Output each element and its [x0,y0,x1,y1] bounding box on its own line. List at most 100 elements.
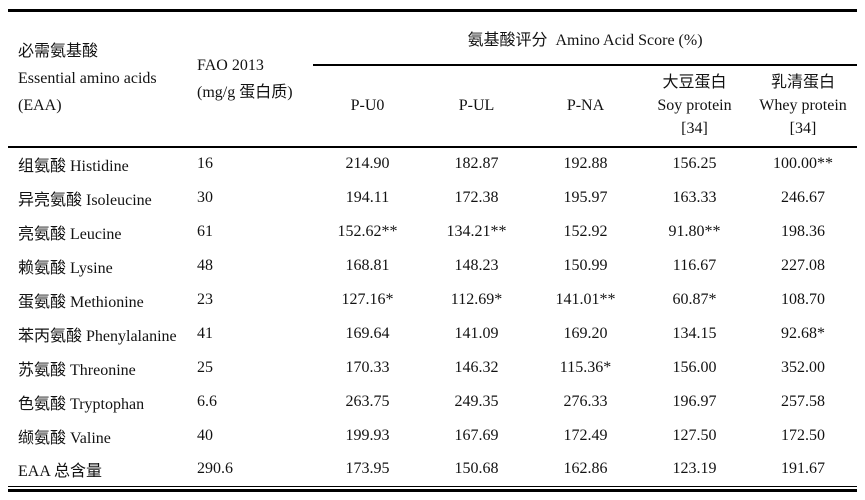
pul-score: 134.21** [446,222,507,240]
header-pna: P-NA [531,64,640,148]
table-row-threonine: 苏氨酸 Threonine 25 170.33 146.32 115.36* 1… [8,351,857,385]
fao-value: 23 [197,290,213,308]
header-eaa-line2: Essential amino acids [18,70,157,88]
pna-score: 162.86 [563,460,608,478]
whey-score: 246.67 [781,188,825,206]
pna-score: 195.97 [563,188,608,206]
header-soy-line2: Soy protein [657,97,732,114]
amino-acid-name: 赖氨酸 Lysine [18,259,113,277]
fao-value: 30 [197,188,213,206]
soy-score: 156.00 [672,358,717,376]
pul-score: 172.38 [454,188,499,206]
header-soy-line1: 大豆蛋白 [662,74,727,91]
pul-score: 249.35 [454,392,499,410]
pu0-score: 127.16* [341,290,394,308]
pul-score: 150.68 [454,460,499,478]
soy-score: 123.19 [672,460,717,478]
table-row-eaa-total: EAA 总含量 290.6 173.95 150.68 162.86 123.1… [8,453,857,487]
amino-acid-name: 缬氨酸 Valine [18,429,111,447]
header-pu0: P-U0 [313,64,422,148]
table-header: 必需氨基酸 Essential amino acids (EAA) FAO 20… [8,10,858,148]
pna-score: 192.88 [563,155,608,172]
header-row-span: 必需氨基酸 Essential amino acids (EAA) FAO 20… [8,10,858,148]
table-row-methionine: 蛋氨酸 Methionine 23 127.16* 112.69* 141.01… [8,283,857,317]
soy-score: 134.15 [672,324,717,342]
pul-score: 167.69 [454,426,499,444]
amino-acid-name: 组氨酸 Histidine [18,158,129,175]
fao-value: 48 [197,256,213,274]
header-fao-line2: (mg/g 蛋白质) [197,83,293,101]
pu0-score: 194.11 [345,188,390,206]
amino-acid-name: 亮氨酸 Leucine [18,225,122,243]
table-row-leucine: 亮氨酸 Leucine 61 152.62** 134.21** 152.92 … [8,215,857,249]
fao-value: 25 [197,358,213,376]
pna-score: 172.49 [563,426,608,444]
fao-value: 16 [197,155,213,172]
pul-score: 141.09 [454,324,499,342]
amino-acid-name: 蛋氨酸 Methionine [18,293,144,311]
amino-acid-name: 苯丙氨酸 Phenylalanine [18,327,177,345]
header-soy-ref: [34] [681,120,708,137]
table-row-valine: 缬氨酸 Valine 40 199.93 167.69 172.49 127.5… [8,419,857,453]
data-table: 必需氨基酸 Essential amino acids (EAA) FAO 20… [8,9,858,487]
header-fao-line1: FAO 2013 [197,56,264,74]
pul-score: 146.32 [454,358,499,376]
pu0-score: 214.90 [345,155,390,172]
fao-value: 290.6 [197,460,233,478]
header-eaa: 必需氨基酸 Essential amino acids (EAA) [8,10,190,148]
pu0-score: 173.95 [345,460,390,478]
header-eaa-line3: (EAA) [18,97,62,115]
pna-score: 115.36* [559,358,612,376]
amino-acid-name: 色氨酸 Tryptophan [18,395,145,413]
fao-value: 61 [197,222,213,240]
soy-score: 116.67 [672,256,717,274]
amino-acid-score-table: 必需氨基酸 Essential amino acids (EAA) FAO 20… [8,9,858,492]
whey-score: 92.68* [781,324,825,342]
pu0-score: 199.93 [345,426,390,444]
whey-score: 198.36 [781,222,825,240]
pna-score: 276.33 [563,392,608,410]
header-pul: P-UL [422,64,531,148]
whey-score: 172.50 [781,426,825,444]
whey-score: 227.08 [781,256,825,274]
header-whey-line2: Whey protein [759,97,847,114]
soy-score: 127.50 [672,426,717,444]
table-row-tryptophan: 色氨酸 Tryptophan 6.6 263.75 249.35 276.33 … [8,385,857,419]
fao-value: 6.6 [197,392,217,410]
whey-score: 108.70 [781,290,825,308]
table-row-histidine: 组氨酸 Histidine 16 214.90 182.87 192.88 15… [8,147,857,181]
pu0-score: 152.62** [337,222,398,240]
soy-score: 156.25 [672,155,717,172]
whey-score: 100.00** [773,155,833,172]
amino-acid-name: EAA 总含量 [18,463,103,481]
pna-score: 152.92 [563,222,608,240]
header-soy-protein: 大豆蛋白 Soy protein [34] [640,64,749,148]
pna-score: 141.01** [555,290,616,308]
table-row-lysine: 赖氨酸 Lysine 48 168.81 148.23 150.99 116.6… [8,249,857,283]
table-row-phenylalanine: 苯丙氨酸 Phenylalanine 41 169.64 141.09 169.… [8,317,857,351]
table-row-isoleucine: 异亮氨酸 Isoleucine 30 194.11 172.38 195.97 … [8,181,857,215]
pul-score: 148.23 [454,256,499,274]
header-whey-ref: [34] [789,120,817,137]
header-fao: FAO 2013 (mg/g 蛋白质) [190,10,313,148]
pu0-score: 170.33 [345,358,390,376]
fao-value: 41 [197,324,213,342]
soy-score: 196.97 [672,392,717,410]
pu0-score: 263.75 [345,392,390,410]
pna-score: 150.99 [563,256,608,274]
soy-score: 163.33 [672,188,717,206]
soy-score: 60.87* [672,290,717,308]
pu0-score: 168.81 [345,256,390,274]
amino-acid-name: 异亮氨酸 Isoleucine [18,191,152,209]
whey-score: 352.00 [781,358,825,376]
header-whey-protein: 乳清蛋白 Whey protein [34] [749,64,858,148]
fao-value: 40 [197,426,213,444]
pul-score: 112.69* [450,290,503,308]
pul-score: 182.87 [454,155,499,172]
whey-score: 191.67 [781,460,825,478]
header-row-sub: P-U0 P-UL P-NA 大豆蛋白 Soy protein [34] 乳清蛋… [8,64,858,148]
header-score-group: 氨基酸评分 Amino Acid Score (%) [313,10,858,66]
header-eaa-line1: 必需氨基酸 [18,43,99,61]
header-whey-line1: 乳清蛋白 [771,74,836,91]
